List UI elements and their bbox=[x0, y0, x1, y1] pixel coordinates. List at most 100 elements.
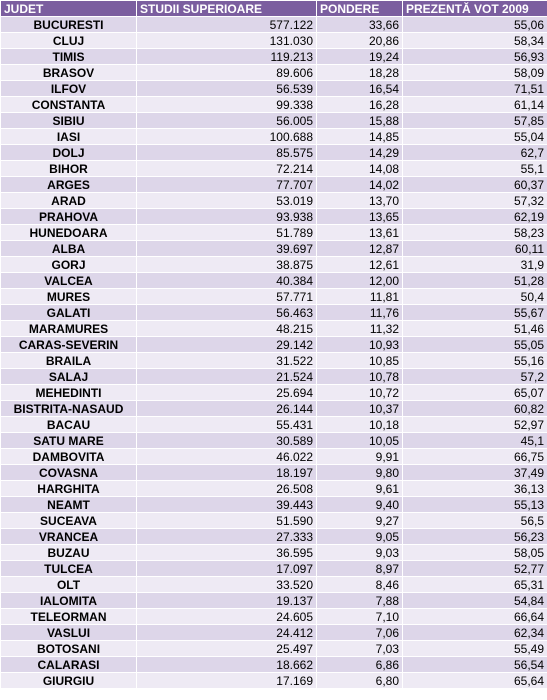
cell-prezenta-vot: 31,9 bbox=[402, 256, 547, 273]
table-row: DOLJ 85.575 14,29 62,7 bbox=[0, 144, 547, 161]
cell-prezenta-vot: 57,2 bbox=[402, 368, 547, 385]
cell-studii-superioare: 18.662 bbox=[136, 656, 317, 673]
cell-judet: MURES bbox=[0, 288, 137, 305]
table-row: VASLUI 24.412 7,06 62,34 bbox=[0, 624, 547, 641]
cell-pondere: 14,29 bbox=[316, 144, 403, 161]
cell-pondere: 19,24 bbox=[316, 48, 403, 65]
cell-pondere: 9,91 bbox=[316, 448, 403, 465]
cell-prezenta-vot: 36,13 bbox=[402, 480, 547, 497]
cell-pondere: 18,28 bbox=[316, 64, 403, 81]
table-row: GIURGIU 17.169 6,80 65,64 bbox=[0, 672, 547, 689]
cell-prezenta-vot: 54,84 bbox=[402, 592, 547, 609]
cell-studii-superioare: 27.333 bbox=[136, 528, 317, 545]
cell-pondere: 20,86 bbox=[316, 32, 403, 49]
cell-judet: BUZAU bbox=[0, 544, 137, 561]
cell-prezenta-vot: 62,7 bbox=[402, 144, 547, 161]
cell-pondere: 14,85 bbox=[316, 128, 403, 145]
cell-pondere: 6,80 bbox=[316, 672, 403, 689]
cell-judet: BRAILA bbox=[0, 352, 137, 369]
cell-prezenta-vot: 45,1 bbox=[402, 432, 547, 449]
cell-prezenta-vot: 55,13 bbox=[402, 496, 547, 513]
cell-judet: GALATI bbox=[0, 304, 137, 321]
table-row: ARGES 77.707 14,02 60,37 bbox=[0, 176, 547, 193]
cell-prezenta-vot: 65,64 bbox=[402, 672, 547, 689]
table-body: BUCURESTI 577.122 33,66 55,06 CLUJ 131.030 20,… bbox=[0, 16, 547, 689]
cell-studii-superioare: 56.463 bbox=[136, 304, 317, 321]
table-row: TELEORMAN 24.605 7,10 66,64 bbox=[0, 608, 547, 625]
table-row: GALATI 56.463 11,76 55,67 bbox=[0, 304, 547, 321]
cell-judet: MEHEDINTI bbox=[0, 384, 137, 401]
cell-pondere: 12,61 bbox=[316, 256, 403, 273]
cell-studii-superioare: 26.508 bbox=[136, 480, 317, 497]
cell-prezenta-vot: 58,09 bbox=[402, 64, 547, 81]
table-row: BOTOSANI 25.497 7,03 55,49 bbox=[0, 640, 547, 657]
cell-pondere: 13,65 bbox=[316, 208, 403, 225]
cell-prezenta-vot: 60,11 bbox=[402, 240, 547, 257]
cell-studii-superioare: 89.606 bbox=[136, 64, 317, 81]
cell-prezenta-vot: 37,49 bbox=[402, 464, 547, 481]
cell-judet: COVASNA bbox=[0, 464, 137, 481]
cell-judet: TIMIS bbox=[0, 48, 137, 65]
table-row: CARAS-SEVERIN 29.142 10,93 55,05 bbox=[0, 336, 547, 353]
cell-prezenta-vot: 55,16 bbox=[402, 352, 547, 369]
cell-pondere: 14,02 bbox=[316, 176, 403, 193]
cell-prezenta-vot: 51,28 bbox=[402, 272, 547, 289]
cell-studii-superioare: 24.605 bbox=[136, 608, 317, 625]
cell-pondere: 10,72 bbox=[316, 384, 403, 401]
cell-studii-superioare: 93.938 bbox=[136, 208, 317, 225]
table-row: VRANCEA 27.333 9,05 56,23 bbox=[0, 528, 547, 545]
cell-studii-superioare: 33.520 bbox=[136, 576, 317, 593]
cell-studii-superioare: 99.338 bbox=[136, 96, 317, 113]
cell-pondere: 15,88 bbox=[316, 112, 403, 129]
cell-judet: CALARASI bbox=[0, 656, 137, 673]
cell-judet: MARAMURES bbox=[0, 320, 137, 337]
cell-judet: IALOMITA bbox=[0, 592, 137, 609]
cell-studii-superioare: 85.575 bbox=[136, 144, 317, 161]
cell-studii-superioare: 51.590 bbox=[136, 512, 317, 529]
table-row: BUCURESTI 577.122 33,66 55,06 bbox=[0, 16, 547, 33]
cell-prezenta-vot: 65,31 bbox=[402, 576, 547, 593]
table-row: BUZAU 36.595 9,03 58,05 bbox=[0, 544, 547, 561]
cell-studii-superioare: 53.019 bbox=[136, 192, 317, 209]
cell-prezenta-vot: 61,14 bbox=[402, 96, 547, 113]
cell-prezenta-vot: 58,23 bbox=[402, 224, 547, 241]
cell-judet: VRANCEA bbox=[0, 528, 137, 545]
cell-pondere: 9,05 bbox=[316, 528, 403, 545]
cell-prezenta-vot: 71,51 bbox=[402, 80, 547, 97]
table-row: CLUJ 131.030 20,86 58,34 bbox=[0, 32, 547, 49]
column-header-studii-superioare: STUDII SUPERIOARE bbox=[136, 0, 317, 17]
cell-pondere: 10,85 bbox=[316, 352, 403, 369]
cell-judet: CONSTANTA bbox=[0, 96, 137, 113]
cell-studii-superioare: 131.030 bbox=[136, 32, 317, 49]
cell-pondere: 11,81 bbox=[316, 288, 403, 305]
cell-judet: BISTRITA-NASAUD bbox=[0, 400, 137, 417]
column-header-judet: JUDET bbox=[0, 0, 137, 17]
cell-studii-superioare: 100.688 bbox=[136, 128, 317, 145]
cell-judet: HUNEDOARA bbox=[0, 224, 137, 241]
cell-pondere: 14,08 bbox=[316, 160, 403, 177]
cell-pondere: 10,78 bbox=[316, 368, 403, 385]
cell-pondere: 9,27 bbox=[316, 512, 403, 529]
table-row: IASI 100.688 14,85 55,04 bbox=[0, 128, 547, 145]
cell-studii-superioare: 46.022 bbox=[136, 448, 317, 465]
table-row: SALAJ 21.524 10,78 57,2 bbox=[0, 368, 547, 385]
cell-studii-superioare: 56.539 bbox=[136, 80, 317, 97]
table-row: IALOMITA 19.137 7,88 54,84 bbox=[0, 592, 547, 609]
cell-prezenta-vot: 56,5 bbox=[402, 512, 547, 529]
cell-pondere: 9,03 bbox=[316, 544, 403, 561]
cell-pondere: 10,93 bbox=[316, 336, 403, 353]
cell-pondere: 7,03 bbox=[316, 640, 403, 657]
cell-studii-superioare: 25.497 bbox=[136, 640, 317, 657]
cell-studii-superioare: 29.142 bbox=[136, 336, 317, 353]
cell-studii-superioare: 31.522 bbox=[136, 352, 317, 369]
cell-studii-superioare: 72.214 bbox=[136, 160, 317, 177]
cell-judet: DAMBOVITA bbox=[0, 448, 137, 465]
cell-prezenta-vot: 52,97 bbox=[402, 416, 547, 433]
cell-judet: ARAD bbox=[0, 192, 137, 209]
cell-judet: GIURGIU bbox=[0, 672, 137, 689]
cell-judet: ARGES bbox=[0, 176, 137, 193]
cell-studii-superioare: 25.694 bbox=[136, 384, 317, 401]
cell-prezenta-vot: 62,34 bbox=[402, 624, 547, 641]
cell-judet: ILFOV bbox=[0, 80, 137, 97]
table-row: ARAD 53.019 13,70 57,32 bbox=[0, 192, 547, 209]
